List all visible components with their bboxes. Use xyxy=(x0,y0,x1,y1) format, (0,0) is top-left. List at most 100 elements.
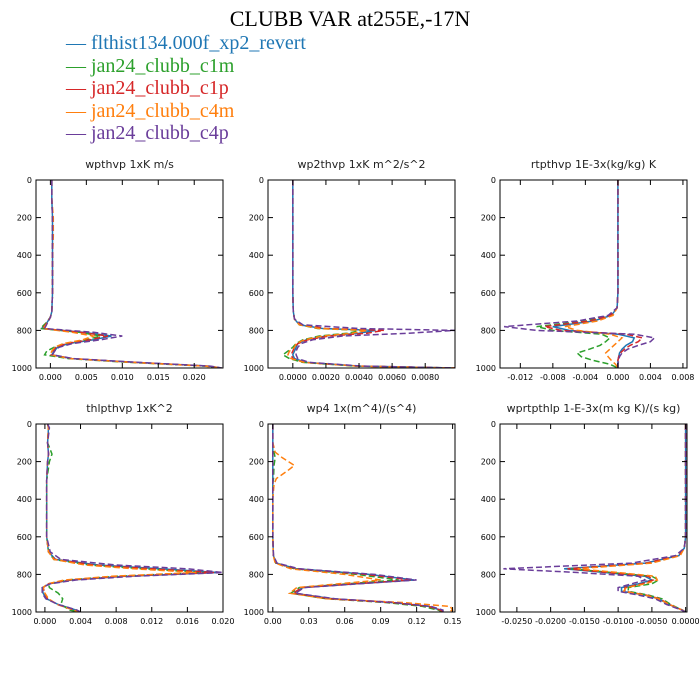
series-line xyxy=(41,424,223,612)
legend-item: — jan24_clubb_c4m xyxy=(66,100,306,123)
series-line xyxy=(45,424,206,612)
legend-label: jan24_clubb_c4m xyxy=(91,99,235,122)
x-tick-label: 0.06 xyxy=(336,617,354,626)
series-group xyxy=(503,424,687,612)
y-tick-label: 200 xyxy=(249,458,264,467)
x-tick-label: 0.0000 xyxy=(279,373,307,382)
y-tick-label: 600 xyxy=(249,289,264,298)
series-line xyxy=(42,424,197,612)
y-tick-label: 0 xyxy=(259,420,264,429)
chart-title: wp4 1x(m^4)/(s^4) xyxy=(307,402,417,415)
y-tick-label: 600 xyxy=(481,289,496,298)
x-tick-label: -0.0050 xyxy=(636,617,667,626)
series-line xyxy=(41,180,222,368)
x-tick-label: -0.004 xyxy=(572,373,598,382)
y-tick-label: 400 xyxy=(17,495,32,504)
series-line xyxy=(567,424,687,612)
y-tick-label: 600 xyxy=(249,533,264,542)
x-tick-label: -0.0150 xyxy=(569,617,600,626)
legend-label: jan24_clubb_c1p xyxy=(91,77,229,99)
legend-swatch: — xyxy=(66,122,91,144)
y-tick-label: 1000 xyxy=(244,608,264,617)
x-tick-label: 0.0000 xyxy=(672,617,700,626)
chart-title: wprtpthlp 1-E-3x(m kg K)/(s kg) xyxy=(507,402,681,415)
series-line xyxy=(503,424,687,612)
series-line xyxy=(564,424,687,612)
chart-title: wp2thvp 1xK m^2/s^2 xyxy=(297,158,425,171)
x-tick-label: -0.008 xyxy=(540,373,566,382)
chart-panel: rtpthvp 1E-3x(kg/kg) K 0 200 400 600 800 1000 -… xyxy=(476,158,695,382)
x-tick-label: 0.005 xyxy=(75,373,98,382)
series-line xyxy=(292,180,455,368)
chart-title: wpthvp 1xK m/s xyxy=(85,158,174,171)
x-tick-label: 0.15 xyxy=(444,617,462,626)
series-line xyxy=(43,180,222,368)
y-tick-label: 200 xyxy=(249,214,264,223)
page-title: CLUBB VAR at255E,-17N xyxy=(229,6,471,31)
x-tick-label: 0.004 xyxy=(639,373,662,382)
y-tick-label: 400 xyxy=(249,495,264,504)
series-line xyxy=(564,180,624,368)
x-tick-label: 0.0080 xyxy=(411,373,439,382)
legend-label: jan24_clubb_c1m xyxy=(91,54,235,77)
y-tick-label: 0 xyxy=(27,420,32,429)
x-tick-label: 0.12 xyxy=(408,617,426,626)
series-group xyxy=(38,180,222,368)
legend-label: jan24_clubb_c4p xyxy=(91,122,229,144)
chart-panel: wp2thvp 1xK m^2/s^2 0 200 400 600 800 1000 0.00… xyxy=(244,158,456,382)
x-tick-label: 0.000 xyxy=(39,373,62,382)
chart-panel: wprtpthlp 1-E-3x(m kg K)/(s kg) 0 200 400 60… xyxy=(476,402,700,626)
x-tick-label: 0.010 xyxy=(111,373,134,382)
series-line xyxy=(42,424,215,612)
y-tick-label: 600 xyxy=(17,289,32,298)
legend-item: — flthist134.000f_xp2_revert xyxy=(66,32,306,55)
y-tick-label: 200 xyxy=(17,214,32,223)
y-tick-label: 400 xyxy=(481,251,496,260)
series-line xyxy=(272,424,444,612)
legend-swatch: — xyxy=(66,54,91,77)
x-tick-label: 0.020 xyxy=(183,373,206,382)
y-tick-label: 1000 xyxy=(476,364,496,373)
x-tick-label: -0.0100 xyxy=(603,617,634,626)
y-tick-label: 200 xyxy=(17,458,32,467)
y-tick-label: 800 xyxy=(249,326,264,335)
series-line xyxy=(577,424,687,612)
legend-swatch: — xyxy=(66,99,91,122)
y-tick-label: 400 xyxy=(481,495,496,504)
series-line xyxy=(570,424,687,612)
x-tick-label: -0.012 xyxy=(507,373,533,382)
series-group xyxy=(41,424,223,612)
series-line xyxy=(41,180,222,368)
x-tick-label: 0.0040 xyxy=(345,373,373,382)
x-tick-label: 0.0060 xyxy=(378,373,406,382)
y-tick-label: 800 xyxy=(249,570,264,579)
legend-swatch: — xyxy=(66,32,91,54)
y-tick-label: 600 xyxy=(481,533,496,542)
x-tick-label: 0.000 xyxy=(33,617,56,626)
x-tick-label: 0.008 xyxy=(105,617,128,626)
series-line xyxy=(272,424,454,612)
y-tick-label: 1000 xyxy=(476,608,496,617)
legend-item: — jan24_clubb_c4p xyxy=(66,122,306,145)
x-tick-label: -0.0250 xyxy=(501,617,532,626)
plot-frame xyxy=(35,423,224,613)
series-line xyxy=(40,180,222,368)
series-line xyxy=(504,180,657,368)
chart-title: thlpthvp 1xK^2 xyxy=(86,402,173,415)
series-line xyxy=(544,180,644,368)
x-tick-label: 0.0020 xyxy=(312,373,340,382)
y-tick-label: 400 xyxy=(249,251,264,260)
y-tick-label: 800 xyxy=(481,326,496,335)
y-tick-label: 800 xyxy=(17,326,32,335)
x-tick-label: 0.09 xyxy=(372,617,390,626)
plot-frame xyxy=(499,179,688,369)
series-group xyxy=(504,180,657,368)
legend-swatch: — xyxy=(66,77,91,99)
plot-frame xyxy=(267,423,456,613)
y-tick-label: 400 xyxy=(17,251,32,260)
plot-frame xyxy=(35,179,224,369)
x-tick-label: 0.020 xyxy=(212,617,235,626)
